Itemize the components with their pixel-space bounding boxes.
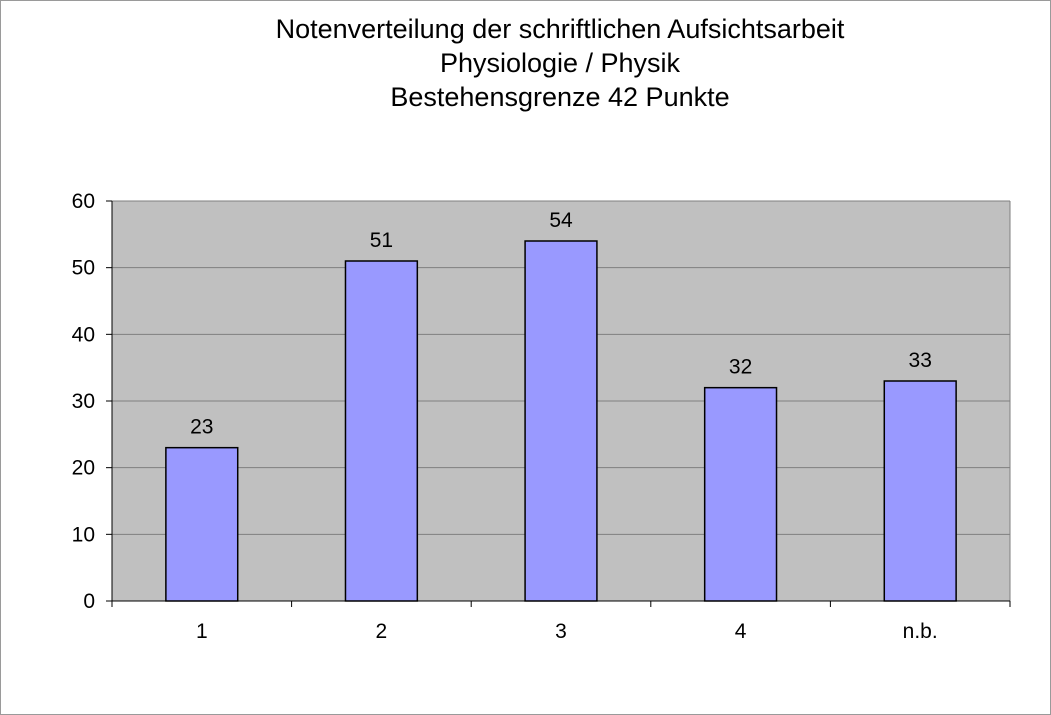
data-label: 23 — [190, 416, 213, 439]
y-tick-label: 40 — [72, 323, 95, 346]
bar — [344, 260, 419, 602]
y-tick-label: 50 — [72, 257, 95, 280]
chart-title: Notenverteilung der schriftlichen Aufsic… — [275, 14, 845, 44]
y-tick-label: 30 — [72, 390, 95, 413]
bar — [883, 380, 957, 602]
x-tick-label: n.b. — [903, 620, 938, 643]
bar — [524, 240, 598, 602]
y-axis-ticks: 0 10 20 30 40 50 60 — [72, 190, 112, 613]
bars — [165, 240, 957, 602]
bar — [703, 386, 778, 602]
y-tick-label: 0 — [83, 590, 95, 613]
chart-subtitle-2: Bestehensgrenze 42 Punkte — [390, 82, 730, 112]
y-tick-label: 60 — [72, 190, 95, 213]
chart-title-block: Notenverteilung der schriftlichen Aufsic… — [0, 12, 1051, 114]
chart-subtitle: Physiologie / Physik — [439, 48, 681, 78]
bar — [165, 446, 239, 602]
x-tick-label: 4 — [735, 620, 747, 643]
data-label: 51 — [370, 229, 393, 252]
y-tick-label: 20 — [72, 457, 95, 480]
x-tick-label: 1 — [196, 620, 208, 643]
gridlines — [112, 200, 1011, 601]
x-axis-ticks: 1 2 3 4 n.b. — [111, 601, 1011, 643]
data-labels: 23 51 54 32 33 — [190, 209, 932, 439]
data-label: 32 — [729, 356, 752, 379]
x-tick-label: 2 — [376, 620, 388, 643]
y-tick-label: 10 — [72, 523, 95, 546]
data-label: 33 — [909, 349, 932, 372]
data-label: 54 — [549, 209, 573, 232]
x-tick-label: 3 — [555, 620, 567, 643]
